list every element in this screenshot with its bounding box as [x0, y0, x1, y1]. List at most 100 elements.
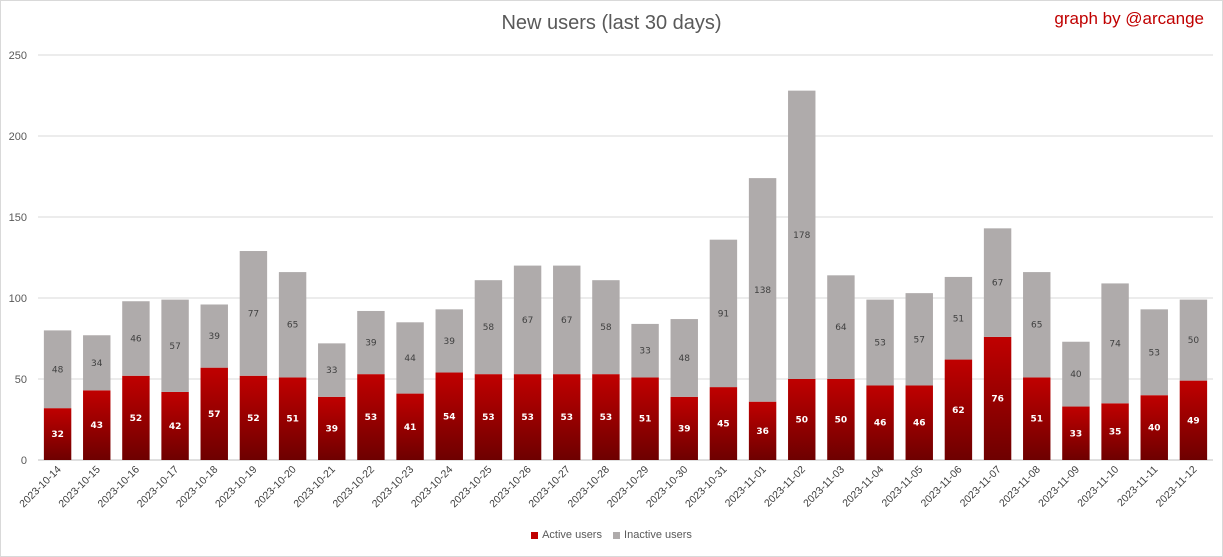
data-label-inactive: 91: [718, 309, 729, 319]
data-label-active: 46: [874, 419, 887, 429]
data-label-inactive: 44: [404, 354, 416, 364]
bar-inactive: [1140, 309, 1168, 396]
chart-title: New users (last 30 days): [501, 12, 722, 34]
bar-active: [200, 367, 228, 460]
data-label-inactive: 57: [914, 335, 925, 345]
bar-active: [1101, 403, 1129, 460]
bar-active: [474, 374, 503, 460]
data-label-active: 36: [756, 427, 769, 437]
data-label-active: 52: [247, 414, 260, 424]
data-label-active: 52: [130, 414, 143, 424]
data-label-inactive: 57: [169, 342, 180, 352]
data-label-inactive: 39: [444, 337, 456, 347]
data-label-active: 49: [1187, 416, 1200, 426]
data-label-active: 53: [560, 413, 573, 423]
data-label-inactive: 65: [1031, 321, 1042, 331]
bar-inactive: [239, 251, 268, 376]
x-tick-label: 2023-11-02: [762, 464, 808, 510]
data-label-inactive: 53: [1149, 348, 1160, 358]
data-label-inactive: 48: [52, 365, 64, 375]
legend-item-active: Active users: [531, 529, 602, 541]
data-label-active: 46: [913, 419, 926, 429]
bar-inactive: [161, 299, 189, 392]
y-tick-label: 0: [21, 455, 27, 467]
bar-active: [122, 375, 150, 460]
bar-active: [396, 393, 424, 460]
x-tick-label: 2023-11-05: [879, 464, 925, 510]
bar-active: [553, 374, 581, 460]
data-label-active: 40: [1148, 424, 1161, 434]
bar-active: [709, 387, 738, 460]
bar-active: [866, 385, 894, 460]
bar-active: [631, 377, 659, 460]
bar-active: [357, 374, 385, 460]
data-label-inactive: 34: [91, 359, 103, 369]
bar-inactive: [396, 322, 424, 394]
bar-inactive: [553, 265, 581, 375]
legend-swatch-active: [531, 531, 539, 539]
bar-active: [905, 385, 933, 460]
bar-active: [1140, 395, 1168, 460]
data-label-active: 53: [482, 413, 495, 423]
x-tick-label: 2023-11-04: [840, 464, 886, 510]
x-tick-label: 2023-10-31: [683, 464, 730, 511]
bar-inactive: [1062, 341, 1090, 407]
bar-inactive: [513, 265, 542, 375]
data-label-inactive: 65: [287, 321, 298, 331]
bar-inactive: [827, 275, 855, 379]
data-label-inactive: 178: [793, 231, 810, 241]
bar-inactive: [866, 299, 894, 386]
bar-inactive: [788, 90, 816, 379]
y-tick-label: 200: [9, 131, 27, 143]
data-label-active: 50: [795, 416, 808, 426]
data-label-inactive: 67: [561, 316, 572, 326]
data-label-inactive: 39: [209, 332, 221, 342]
data-label-inactive: 50: [1188, 336, 1200, 346]
bar-active: [83, 390, 111, 460]
data-label-active: 51: [1030, 415, 1043, 425]
data-label-inactive: 74: [1109, 339, 1121, 349]
data-label-active: 35: [1109, 428, 1122, 438]
gridlines: [38, 54, 1213, 461]
data-label-inactive: 33: [639, 347, 650, 357]
legend: Active users Inactive users: [0, 529, 1223, 542]
bar-inactive: [278, 272, 307, 378]
bar-inactive: [83, 335, 111, 391]
bar-active: [278, 377, 307, 460]
bar-inactive: [474, 280, 503, 375]
y-tick-label: 150: [9, 212, 27, 224]
data-label-inactive: 64: [835, 323, 847, 333]
bar-active: [592, 374, 620, 460]
chart-credit: graph by @arcange: [1054, 9, 1204, 28]
data-label-inactive: 39: [365, 339, 377, 349]
x-axis-ticks: 2023-10-142023-10-152023-10-162023-10-17…: [17, 464, 1199, 511]
data-label-active: 39: [325, 424, 338, 434]
bar-active: [239, 375, 268, 460]
data-label-active: 57: [208, 410, 221, 420]
bar-active: [670, 396, 698, 460]
legend-label-inactive: Inactive users: [624, 529, 692, 541]
data-label-active: 51: [286, 415, 299, 425]
y-tick-label: 250: [9, 50, 27, 62]
x-tick-label: 2023-11-07: [958, 464, 1004, 510]
legend-item-inactive: Inactive users: [613, 529, 692, 541]
data-label-inactive: 48: [679, 354, 691, 364]
data-label-inactive: 40: [1070, 370, 1082, 380]
bar-inactive: [43, 330, 72, 409]
data-label-active: 51: [639, 415, 652, 425]
data-label-inactive: 58: [600, 323, 612, 333]
data-label-active: 39: [678, 424, 691, 434]
bar-active: [513, 374, 542, 460]
bar-inactive: [748, 178, 777, 402]
data-label-active: 41: [404, 423, 417, 433]
bar-inactive: [944, 276, 973, 360]
data-label-active: 62: [952, 406, 965, 416]
bar-inactive: [200, 304, 228, 368]
x-tick-label: 2023-11-12: [1154, 464, 1200, 510]
bar-active: [983, 336, 1012, 460]
y-tick-label: 50: [15, 374, 27, 386]
bar-active: [748, 401, 777, 460]
bars: [43, 90, 1208, 460]
y-axis-ticks: 0 50 100 150 200 250: [9, 50, 27, 467]
